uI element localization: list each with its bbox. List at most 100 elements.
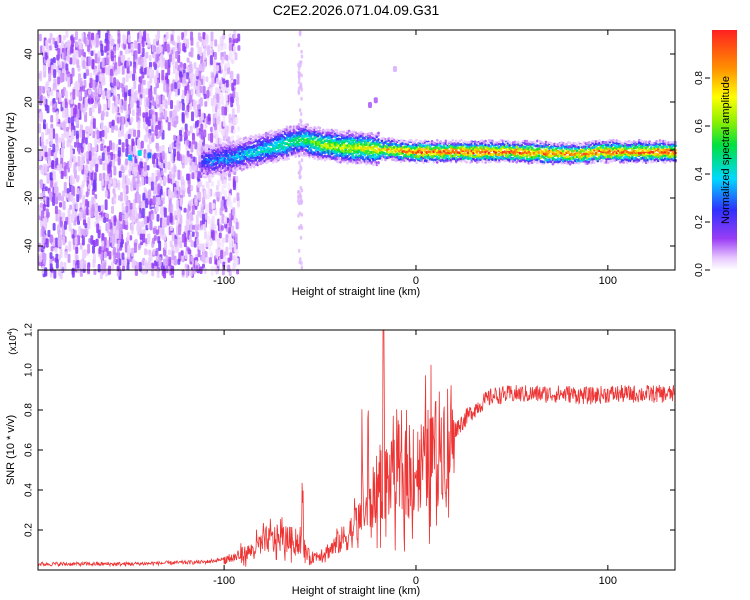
heatmap-cell	[380, 158, 384, 162]
heatmap-cell	[128, 145, 132, 152]
heatmap-cell	[124, 85, 128, 93]
heatmap-cell	[220, 249, 224, 260]
heatmap-cell	[201, 243, 205, 253]
heatmap-cell	[117, 195, 121, 201]
heatmap-cell	[224, 215, 228, 225]
heatmap-cell	[73, 164, 77, 174]
heatmap-cell	[454, 139, 458, 143]
heatmap-cell	[225, 172, 228, 176]
heatmap-cell	[109, 75, 113, 83]
heatmap-cell	[80, 146, 84, 153]
heatmap-cell	[186, 66, 190, 73]
heatmap-cell	[75, 41, 79, 48]
heatmap-cell	[97, 101, 101, 107]
heatmap-cell	[215, 248, 219, 259]
heatmap-cell	[44, 164, 48, 174]
heatmap-cell	[39, 202, 43, 208]
heatmap-cell	[152, 114, 156, 123]
heatmap-cell	[164, 241, 168, 250]
heatmap-cell	[193, 241, 197, 248]
heatmap-cell	[217, 179, 221, 188]
heatmap-cell	[62, 121, 66, 132]
heatmap-cell	[299, 257, 302, 262]
heatmap-cell	[115, 230, 119, 239]
heatmap-cell	[190, 37, 194, 46]
heatmap-cell	[42, 190, 46, 197]
heatmap-cell	[92, 179, 96, 190]
heatmap-cell	[221, 213, 225, 224]
heatmap-cell	[68, 160, 72, 168]
heatmap-cell	[298, 225, 301, 230]
heatmap-cell	[78, 92, 82, 101]
heatmap-cell	[181, 112, 185, 123]
heatmap-cell	[59, 263, 63, 273]
heatmap-cell	[168, 144, 172, 153]
heatmap-cell	[152, 195, 156, 206]
heatmap-cell	[175, 73, 179, 82]
heatmap-cell	[226, 60, 230, 69]
heatmap-cell	[101, 129, 105, 138]
heatmap-cell	[98, 87, 102, 95]
heatmap-cell	[85, 126, 89, 132]
heatmap-cell	[58, 254, 62, 261]
heatmap-cell	[170, 34, 174, 42]
heatmap-cell	[56, 164, 60, 171]
heatmap-cell	[85, 228, 89, 236]
heatmap-cell	[109, 82, 113, 88]
heatmap-cell	[161, 217, 165, 228]
heatmap-cell	[75, 116, 79, 125]
heatmap-cell	[86, 158, 90, 165]
heatmap-cell	[223, 42, 227, 50]
heatmap-cell	[299, 84, 302, 89]
heatmap-cell	[47, 229, 51, 238]
heatmap-cell	[75, 201, 79, 210]
heatmap-cell	[131, 258, 135, 269]
heatmap-cell	[133, 129, 137, 138]
heatmap-cell	[227, 181, 231, 191]
heatmap-cell	[112, 224, 116, 235]
heatmap-cell	[107, 183, 111, 190]
heatmap-cell	[131, 138, 135, 147]
heatmap-cell	[155, 93, 159, 104]
heatmap-cell	[197, 210, 201, 216]
heatmap-cell	[176, 137, 180, 148]
heatmap-cell	[193, 73, 197, 82]
heatmap-cell	[216, 93, 220, 104]
heatmap-cell	[106, 222, 110, 234]
heatmap-cell	[118, 56, 122, 67]
heatmap-cell	[73, 155, 77, 164]
heatmap-cell	[162, 191, 166, 200]
heatmap-cell	[118, 211, 122, 222]
heatmap-cell	[110, 228, 114, 237]
heatmap-cell	[74, 104, 78, 115]
heatmap-cell	[214, 123, 218, 131]
heatmap-cell	[146, 98, 150, 107]
heatmap-cell	[102, 90, 106, 100]
heatmap-cell	[63, 181, 67, 193]
heatmap-cell	[92, 258, 96, 268]
heatmap-cell	[78, 73, 82, 84]
heatmap-cell	[163, 268, 167, 279]
heatmap-cell	[80, 160, 84, 170]
heatmap-cell	[108, 250, 112, 260]
heatmap-cell	[190, 185, 194, 191]
heatmap-cell	[41, 141, 45, 150]
heatmap-cell	[300, 158, 304, 163]
heatmap-cell	[155, 34, 159, 42]
heatmap-cell	[223, 179, 227, 189]
heatmap-cell	[125, 73, 129, 83]
heatmap-cell	[177, 81, 181, 89]
heatmap-cell	[87, 220, 91, 230]
heatmap-cell	[179, 197, 183, 207]
heatmap-cell	[129, 214, 133, 221]
heatmap-cell	[65, 63, 69, 71]
heatmap-cell	[101, 152, 105, 161]
heatmap-cell	[40, 132, 44, 143]
heatmap-cell	[143, 135, 147, 142]
figure-title: C2E2.2026.071.04.09.G31	[273, 2, 440, 18]
heatmap-cell	[187, 247, 191, 255]
heatmap-cell	[181, 102, 185, 111]
heatmap-cells	[38, 30, 677, 280]
heatmap-cell	[57, 224, 61, 235]
heatmap-cell	[176, 100, 180, 110]
